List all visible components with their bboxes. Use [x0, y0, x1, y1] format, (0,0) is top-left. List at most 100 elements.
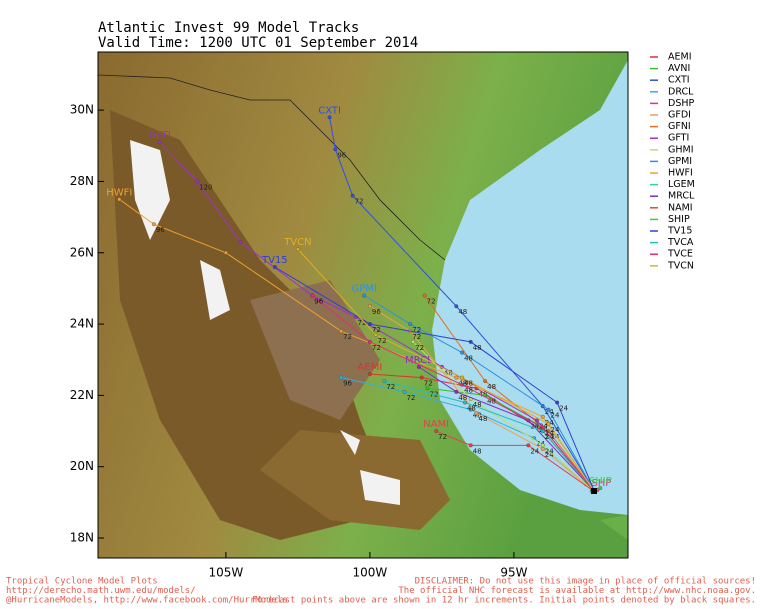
track-point	[367, 372, 372, 376]
track-point	[540, 443, 545, 448]
track-point	[546, 429, 551, 434]
track-point	[434, 429, 439, 434]
map-title: Atlantic Invest 99 Model Tracks	[98, 20, 359, 36]
track-name: GPMI	[351, 284, 376, 295]
track-point	[367, 322, 372, 327]
track-point	[526, 443, 531, 448]
track-point	[454, 389, 459, 394]
forecast-hour: 96	[156, 226, 165, 234]
legend-label: HWFI	[668, 168, 693, 179]
track-point	[422, 293, 427, 298]
track-point	[373, 332, 378, 337]
forecast-hour: 72	[412, 333, 421, 341]
track-name: GFTI	[148, 130, 170, 141]
forecast-hour: 24	[551, 412, 560, 420]
track-point	[460, 375, 465, 380]
track-point	[546, 407, 551, 412]
track-name: SHIP	[589, 476, 612, 487]
lon-tick-label: 105W	[209, 566, 244, 580]
track-point	[468, 443, 473, 448]
lat-tick-label: 22N	[70, 388, 94, 402]
track-point	[339, 329, 344, 334]
forecast-hour: 72	[355, 198, 364, 206]
footer-left: http://derecho.math.uwm.edu/models/	[6, 586, 196, 596]
forecast-hour: 72	[415, 344, 424, 352]
legend-label: CXTI	[668, 75, 690, 86]
lat-tick-label: 26N	[70, 245, 94, 259]
footer-right: The official NHC forecast is available a…	[398, 586, 756, 596]
track-point	[382, 379, 387, 384]
legend-label: TVCA	[667, 237, 694, 248]
forecast-hour: 72	[427, 298, 436, 306]
forecast-hour: 48	[464, 380, 473, 388]
forecast-hour: 48	[478, 390, 487, 398]
track-point	[223, 250, 228, 255]
forecast-hour: 72	[386, 383, 395, 391]
lon-tick-label: 95W	[500, 566, 527, 580]
footer-right: DISCLAIMER: Do not use this image in pla…	[415, 577, 756, 587]
track-point	[151, 222, 156, 227]
track-point	[408, 322, 413, 327]
track-point	[367, 304, 372, 309]
forecast-hour: 24	[530, 447, 539, 455]
forecast-hour: 48	[473, 447, 482, 455]
track-point	[327, 115, 332, 120]
track-point	[463, 400, 467, 405]
border	[98, 74, 446, 261]
track-point	[454, 304, 459, 309]
forecast-hour: 24	[551, 433, 560, 441]
legend-label: GHMI	[668, 144, 694, 155]
forecast-hour: 96	[372, 308, 381, 316]
initial-point	[591, 488, 597, 494]
forecast-hour: 48	[444, 369, 453, 377]
forecast-hour: 72	[438, 433, 447, 441]
track-point	[339, 375, 344, 380]
track-point	[333, 147, 338, 152]
forecast-hour: 72	[378, 337, 387, 345]
forecast-hour: 48	[464, 355, 473, 363]
map-subtitle: Valid Time: 1200 UTC 01 September 2014	[98, 35, 418, 51]
legend-label: TV15	[667, 226, 692, 237]
forecast-hour: 96	[314, 298, 323, 306]
lat-tick-label: 20N	[70, 459, 94, 473]
forecast-hour: 72	[406, 394, 415, 402]
track-point	[555, 400, 560, 405]
forecast-hour: 48	[478, 415, 487, 423]
forecast-hour: 24	[545, 433, 554, 441]
track-point	[535, 418, 539, 423]
track-name: HWFI	[106, 187, 132, 198]
legend-label: GFDI	[668, 110, 691, 121]
track-point	[540, 414, 545, 419]
basemap	[98, 52, 628, 558]
track-line	[384, 380, 595, 492]
forecast-hour: 72	[412, 326, 421, 334]
track-name: MRCL	[405, 355, 433, 366]
forecast-hour: 48	[464, 387, 473, 395]
forecast-hour: 72	[372, 326, 381, 334]
forecast-hour: 48	[473, 344, 482, 352]
forecast-hour: 24	[545, 433, 554, 441]
forecast-hour: 48	[458, 394, 467, 402]
legend-label: LGEM	[668, 179, 695, 190]
legend-label: DRCL	[668, 86, 694, 97]
forecast-hour: 72	[424, 380, 433, 388]
map-frame	[97, 51, 629, 559]
track-point	[598, 486, 603, 491]
snow-peaks	[130, 140, 400, 505]
track-point	[474, 411, 479, 416]
track-point	[157, 140, 162, 145]
track-point	[117, 197, 122, 202]
legend-label: TVCN	[667, 260, 694, 271]
forecast-hour: 24	[530, 422, 539, 430]
track-point	[310, 293, 315, 298]
forecast-hour: 72	[372, 344, 381, 352]
forecast-hour: 24	[545, 451, 554, 459]
lat-tick-label: 24N	[70, 317, 94, 331]
track-line	[424, 295, 595, 492]
track-point	[454, 375, 459, 380]
forecast-hour: 24	[545, 429, 554, 437]
forecast-hour: 24	[551, 426, 560, 434]
forecast-hour: 72	[358, 319, 367, 327]
lon-tick-label: 100W	[353, 566, 388, 580]
